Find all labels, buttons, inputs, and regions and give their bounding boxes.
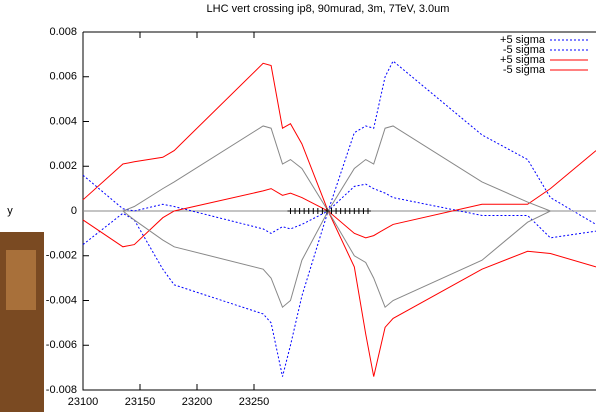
y-tick-label: -0.004 bbox=[46, 294, 77, 306]
x-tick-label: 23100 bbox=[68, 396, 99, 408]
y-tick-label: 0.002 bbox=[49, 160, 77, 172]
y-tick-label: 0 bbox=[71, 205, 77, 217]
legend-label: +5 sigma bbox=[500, 34, 546, 46]
x-tick-label: 23250 bbox=[239, 396, 270, 408]
y-tick-label: 0.008 bbox=[49, 26, 77, 38]
chart-title: LHC vert crossing ip8, 90murad, 3m, 7TeV… bbox=[207, 3, 450, 15]
y-tick-label: 0.004 bbox=[49, 115, 77, 127]
x-tick-label: 23200 bbox=[182, 396, 213, 408]
background-photo-detail bbox=[6, 250, 36, 310]
y-tick-label: -0.006 bbox=[46, 339, 77, 351]
y-axis-label: y bbox=[7, 205, 13, 217]
series-line bbox=[82, 150, 596, 248]
y-tick-label: -0.008 bbox=[46, 384, 77, 396]
series-line bbox=[83, 125, 596, 309]
cross-marker bbox=[365, 208, 371, 214]
legend-label: -5 sigma bbox=[503, 44, 546, 56]
legend-label: +5 sigma bbox=[500, 54, 546, 66]
series-line bbox=[82, 174, 596, 239]
legend-label: -5 sigma bbox=[503, 64, 546, 76]
x-tick-label: 23150 bbox=[125, 396, 156, 408]
y-tick-label: -0.002 bbox=[46, 250, 77, 262]
series-line bbox=[82, 60, 596, 377]
y-tick-label: 0.006 bbox=[49, 71, 77, 83]
series-line bbox=[83, 125, 596, 309]
series-line bbox=[82, 62, 596, 377]
